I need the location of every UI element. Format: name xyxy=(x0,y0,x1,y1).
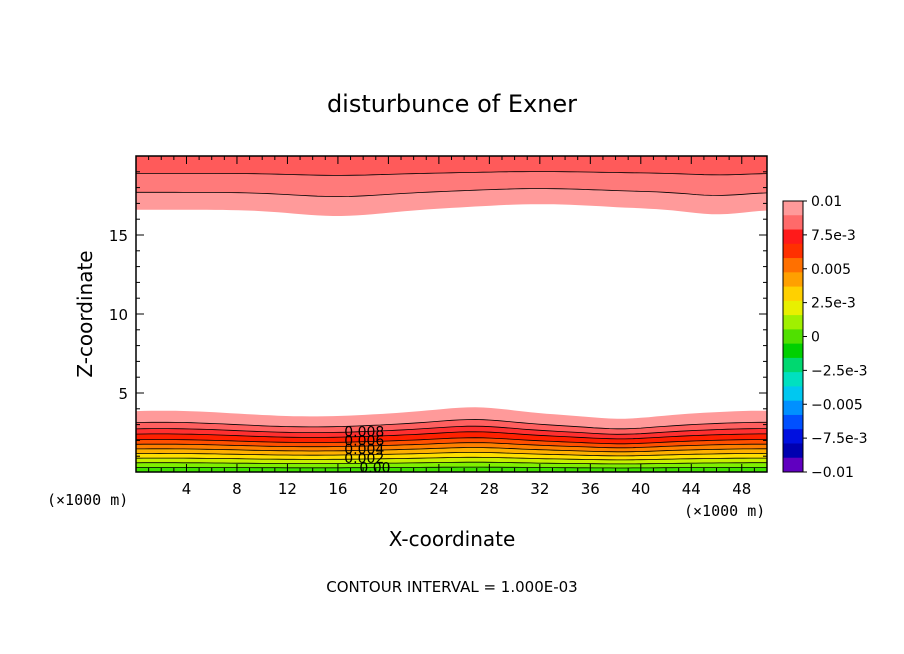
contour-band xyxy=(136,426,767,439)
contour-line xyxy=(135,431,767,440)
contour-band xyxy=(136,156,767,176)
colorbar-label: −7.5e-3 xyxy=(811,431,868,447)
contour-fill-layer xyxy=(136,156,767,472)
contour-band xyxy=(136,407,767,429)
x-tick-label: 44 xyxy=(682,480,701,498)
x-axis-label: X-coordinate xyxy=(389,527,516,551)
contour-line-layer xyxy=(135,171,768,469)
colorbar-swatch xyxy=(783,372,803,387)
x-tick-label: 12 xyxy=(278,480,297,498)
x-tick-label: 16 xyxy=(328,480,347,498)
contour-band xyxy=(136,457,767,464)
colorbar-labels: 0.01 7.5e-3 0.005 2.5e-3 0 −2.5e-3 −0.005 −7.5e… xyxy=(803,194,868,481)
contour-label: 0.002 xyxy=(344,451,384,467)
contour-line xyxy=(135,452,768,457)
x-tick-label: 24 xyxy=(429,480,448,498)
contour-line xyxy=(135,442,767,449)
y-tick-label: 15 xyxy=(109,227,128,245)
colorbar-label: −0.005 xyxy=(811,397,863,413)
x-axis-unit-left: (×1000 m) xyxy=(47,491,128,509)
colorbar-label: 0 xyxy=(811,330,820,346)
x-tick-label: 20 xyxy=(379,480,398,498)
colorbar-label: −2.5e-3 xyxy=(811,363,868,379)
colorbar-swatch xyxy=(783,300,803,316)
colorbar-label: 0.01 xyxy=(811,194,842,210)
colorbar-swatch xyxy=(783,272,803,288)
contour-band xyxy=(136,447,767,456)
x-tick-label: 36 xyxy=(581,480,600,498)
x-tick-labels: 4 8 12 16 20 24 28 32 36 40 44 48 xyxy=(182,480,752,498)
contour-band xyxy=(136,171,767,197)
colorbar-swatch xyxy=(783,414,803,430)
contour-band xyxy=(136,452,767,460)
axis-tick-layer xyxy=(136,156,767,472)
colorbar-swatch xyxy=(783,386,803,402)
x-tick-label: 28 xyxy=(480,480,499,498)
colorbar-label: 2.5e-3 xyxy=(811,296,856,312)
contour-line xyxy=(135,437,767,445)
colorbar-swatch xyxy=(783,429,803,444)
contour-line xyxy=(135,425,767,435)
colorbar-swatch xyxy=(783,201,803,216)
colorbar-swatch xyxy=(783,357,803,373)
contour-line xyxy=(135,461,767,465)
colorbar-swatch xyxy=(783,343,803,359)
colorbar-swatch xyxy=(783,243,803,259)
contour-label: 0.004 xyxy=(344,442,384,458)
contour-interval-note: CONTOUR INTERVAL = 1.000E-03 xyxy=(326,578,577,596)
x-tick-label: 8 xyxy=(232,480,242,498)
x-tick-label: 40 xyxy=(631,480,650,498)
y-tick-labels: 5 10 15 xyxy=(109,227,128,403)
colorbar-label: −0.01 xyxy=(811,465,854,481)
colorbar-swatch xyxy=(783,457,803,473)
contour-label: 0.006 xyxy=(344,433,384,449)
chart-title: disturbunce of Exner xyxy=(327,90,577,118)
y-tick-label: 5 xyxy=(118,385,128,403)
x-tick-label: 4 xyxy=(182,480,192,498)
contour-label: 0.00 xyxy=(359,460,390,476)
x-tick-label: 32 xyxy=(530,480,549,498)
contour-line xyxy=(136,447,767,453)
colorbar-swatch xyxy=(783,315,803,330)
contour-band xyxy=(136,442,767,452)
x-tick-label: 48 xyxy=(732,480,751,498)
colorbar xyxy=(782,200,804,473)
x-axis-unit-right: (×1000 m) xyxy=(684,502,765,520)
contour-band xyxy=(136,188,767,216)
colorbar-swatch xyxy=(783,286,803,302)
y-tick-label: 10 xyxy=(109,306,128,324)
contour-label: 0.008 xyxy=(344,425,384,441)
colorbar-swatch xyxy=(783,443,803,459)
colorbar-label: 7.5e-3 xyxy=(811,228,856,244)
colorbar-swatch xyxy=(783,229,803,245)
contour-line xyxy=(136,466,767,469)
colorbar-swatch xyxy=(783,258,803,273)
contour-line xyxy=(135,419,767,430)
colorbar-swatch xyxy=(783,215,803,231)
contour-line xyxy=(136,171,768,176)
colorbar-swatch xyxy=(783,329,803,345)
contour-line xyxy=(136,188,768,197)
colorbar-swatch xyxy=(783,400,803,416)
colorbar-label: 0.005 xyxy=(811,262,851,278)
y-axis-label: Z-coordinate xyxy=(73,250,97,377)
contour-line xyxy=(135,456,767,461)
